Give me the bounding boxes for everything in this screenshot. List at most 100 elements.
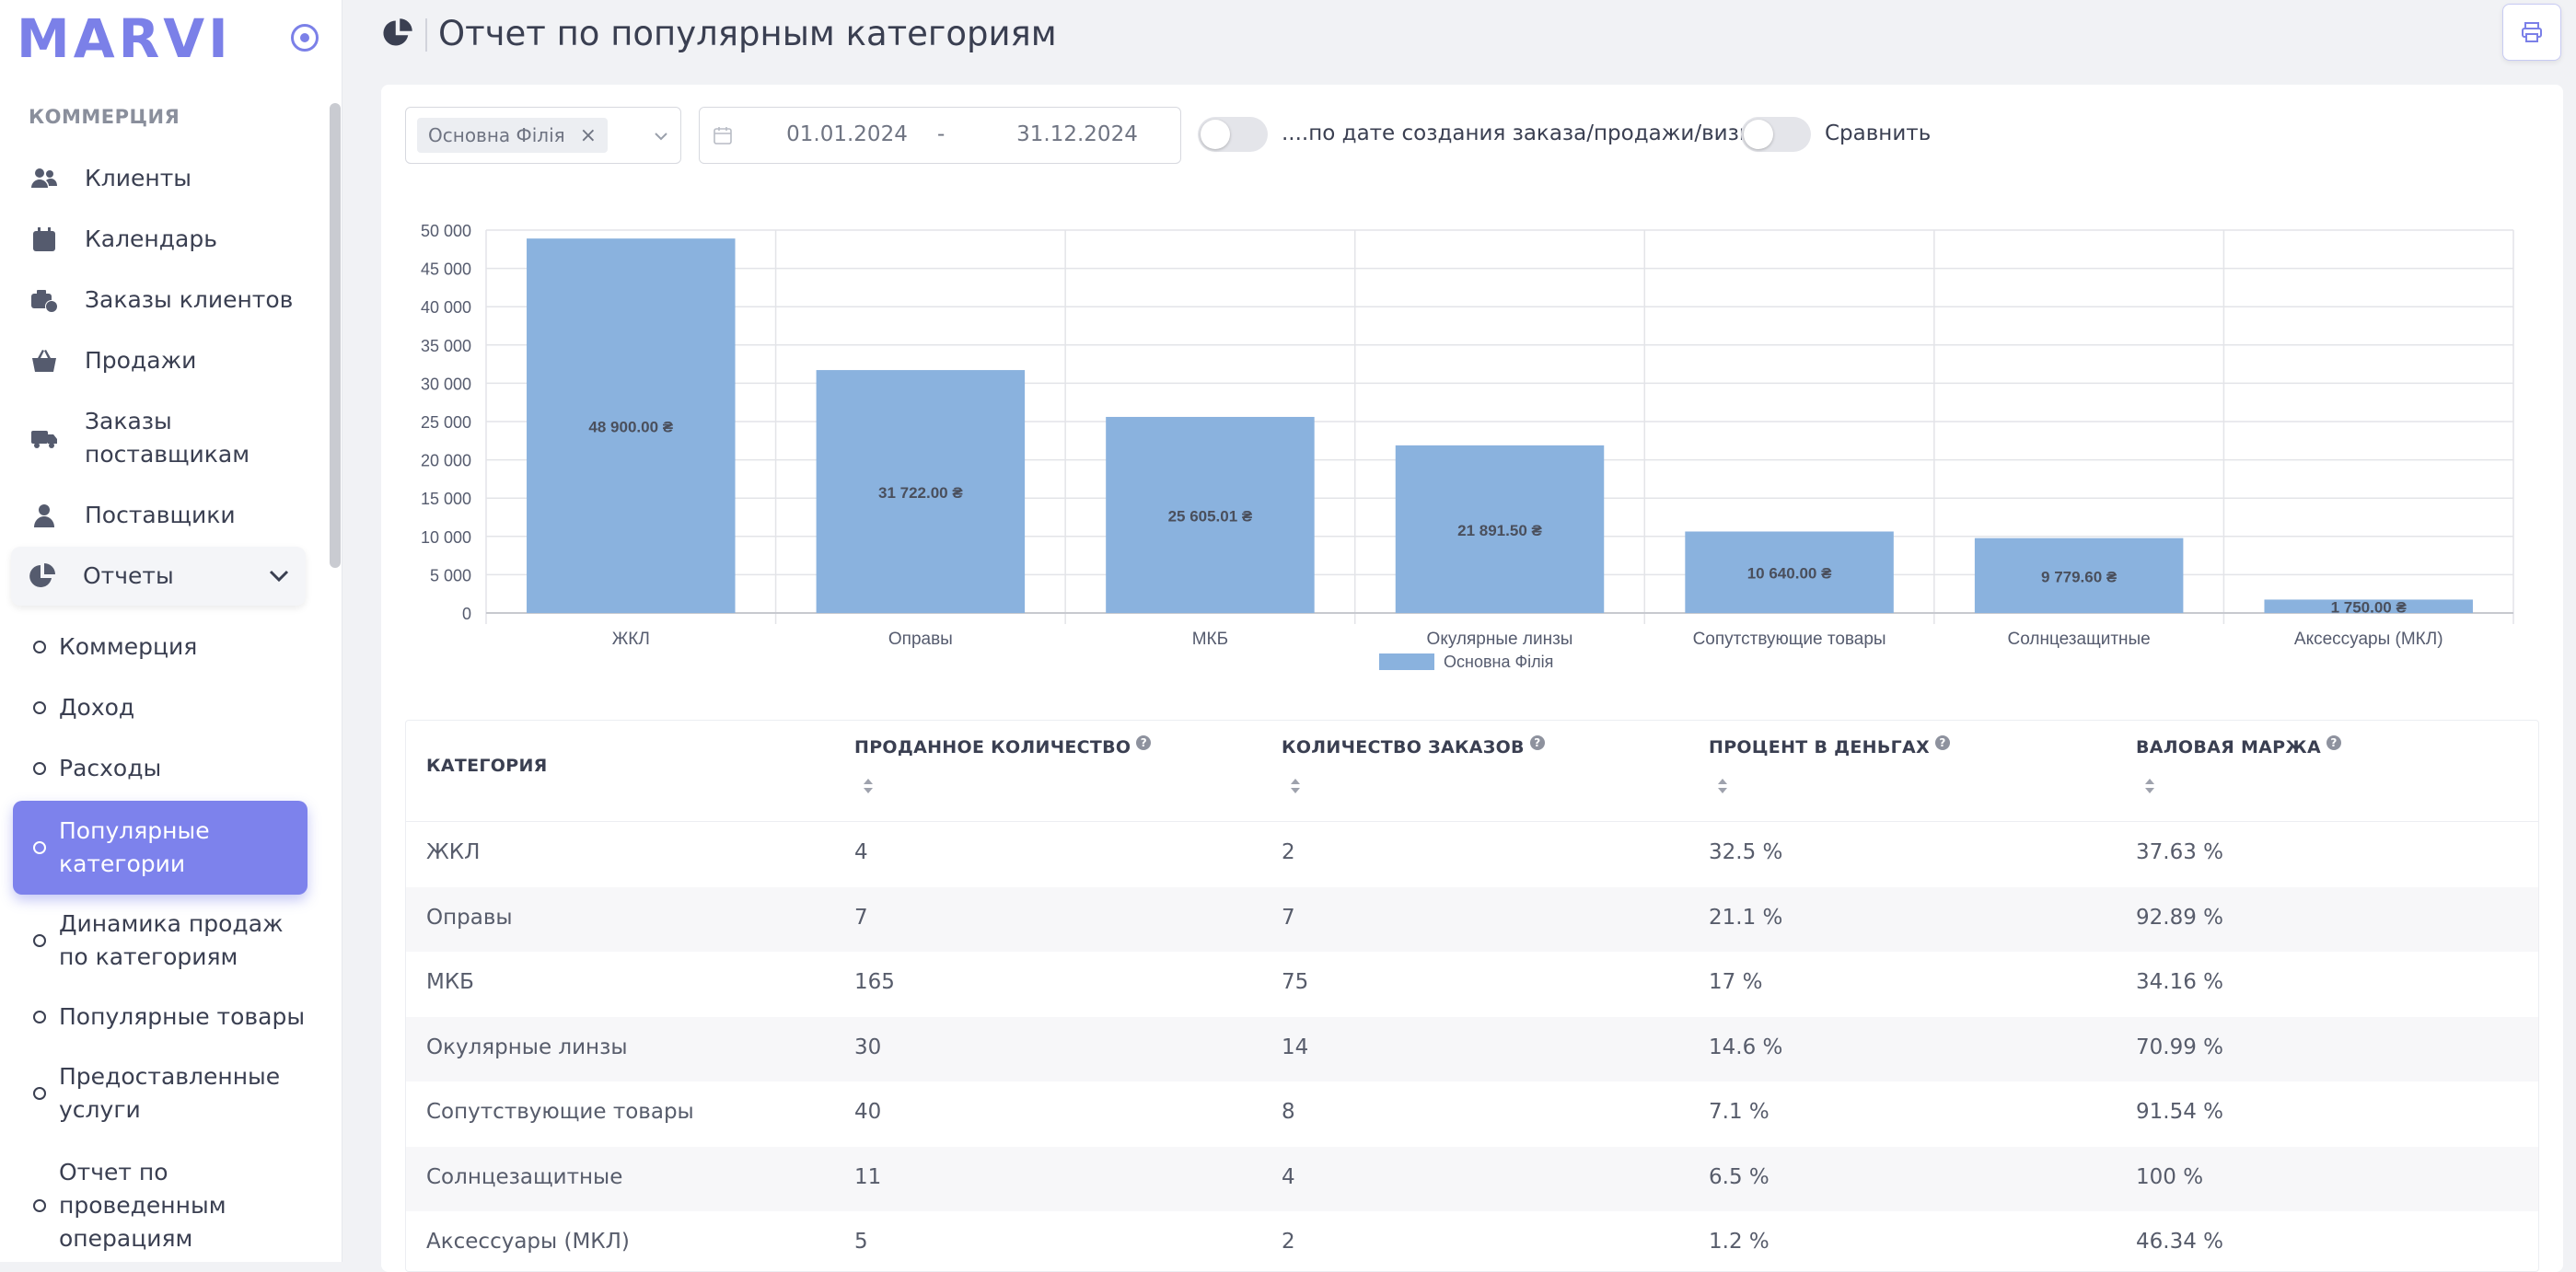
table-row: Солнцезащитные 11 4 6.5 % 100 %	[406, 1146, 2538, 1211]
sub-item-operations-report[interactable]: Отчет по проведенным операциям	[13, 1154, 307, 1257]
bar-data-label: 48 900.00 ₴	[588, 419, 673, 436]
table-cell: 8	[1282, 1100, 1295, 1124]
sub-item-commerce[interactable]: Коммерция	[13, 630, 307, 665]
close-icon[interactable]: ×	[579, 123, 598, 147]
table-cell: 4	[854, 840, 868, 864]
sidebar-item-client-orders[interactable]: Заказы клиентов	[13, 282, 307, 318]
sidebar-item-label: Отчеты	[83, 562, 174, 589]
sidebar-collapse-icon[interactable]	[291, 24, 319, 52]
sidebar-item-suppliers[interactable]: Поставщики	[13, 497, 307, 534]
bar-data-label: 25 605.01 ₴	[1168, 507, 1253, 525]
x-tick-label: ЖКЛ	[612, 630, 650, 649]
table-cell: 21.1 %	[1709, 905, 1783, 930]
sort-icon[interactable]	[1289, 774, 1302, 798]
sub-item-sales-dynamics[interactable]: Динамика продаж по категориям	[13, 906, 307, 976]
order-date-toggle-label: ....по дате создания заказа/продажи/визи…	[1282, 121, 1779, 145]
sidebar-item-sales[interactable]: Продажи	[13, 342, 307, 379]
bar	[1974, 538, 2184, 613]
sub-item-popular-categories[interactable]: Популярные категории	[13, 801, 307, 895]
table-cell: 165	[854, 970, 895, 994]
logo[interactable]: MARVI	[17, 7, 232, 70]
table-cell: 100 %	[2136, 1164, 2204, 1189]
help-icon[interactable]: ?	[1935, 735, 1951, 750]
bar	[1685, 531, 1894, 613]
circle-icon	[33, 1011, 46, 1023]
pie-chart-icon	[383, 18, 412, 46]
y-tick-label: 35 000	[421, 337, 471, 355]
print-button[interactable]	[2502, 4, 2561, 61]
sub-item-label: Доход	[59, 694, 135, 721]
compare-toggle[interactable]	[1741, 117, 1811, 152]
column-header-label: ПРОДАННОЕ КОЛИЧЕСТВО	[854, 737, 1131, 757]
sidebar-item-label: Клиенты	[85, 165, 192, 191]
sub-item-income[interactable]: Доход	[13, 690, 307, 725]
table-cell: 1.2 %	[1709, 1230, 1770, 1254]
y-tick-label: 25 000	[421, 413, 471, 432]
column-header[interactable]: ВАЛОВАЯ МАРЖА?	[2136, 735, 2341, 757]
date-to-input[interactable]: 31.12.2024	[1016, 122, 1138, 146]
logo-row: MARVI	[17, 11, 330, 66]
circle-icon	[33, 641, 46, 653]
sub-item-services[interactable]: Предоставленные услуги	[13, 1058, 307, 1128]
column-header[interactable]: ПРОЦЕНТ В ДЕНЬГАХ?	[1709, 735, 1951, 757]
bar-chart-svg: 0 5 000 10 000 15 000 20 000 25 000 30 000 35 0…	[421, 222, 2514, 671]
table-cell: 2	[1282, 840, 1295, 864]
table-cell: 46.34 %	[2136, 1230, 2224, 1254]
table-cell: МКБ	[426, 970, 474, 994]
bar-data-label: 31 722.00 ₴	[878, 484, 963, 502]
table-cell: 37.63 %	[2136, 840, 2224, 864]
toggle-knob	[1744, 120, 1773, 149]
x-tick-label: МКБ	[1192, 630, 1228, 649]
sort-icon[interactable]	[2143, 774, 2156, 798]
sort-icon[interactable]	[862, 774, 875, 798]
bar-chart: 0 5 000 10 000 15 000 20 000 25 000 30 000 35 0…	[405, 210, 2523, 698]
x-tick-label: Окулярные линзы	[1427, 630, 1573, 649]
date-from-input[interactable]: 01.01.2024	[786, 122, 908, 146]
sidebar-scrollbar[interactable]	[330, 103, 341, 568]
sub-item-label: Отчет по проведенным операциям	[59, 1159, 226, 1252]
toggle-knob	[1201, 120, 1230, 149]
calendar-icon	[714, 127, 732, 145]
table-cell: 11	[854, 1164, 882, 1189]
table-cell: 7	[1282, 905, 1295, 930]
sidebar-item-calendar[interactable]: Календарь	[13, 221, 307, 258]
table-row: Сопутствующие товары 40 8 7.1 % 91.54 %	[406, 1081, 2538, 1146]
help-icon[interactable]: ?	[1136, 735, 1152, 750]
column-header-label: КАТЕГОРИЯ	[426, 756, 548, 776]
sub-item-expenses[interactable]: Расходы	[13, 751, 307, 786]
bar-data-label: 9 779.60 ₴	[2041, 568, 2118, 585]
sort-icon[interactable]	[1716, 774, 1729, 798]
y-tick-label: 20 000	[421, 452, 471, 470]
x-tick-label: Сопутствующие товары	[1693, 630, 1886, 649]
table-cell: 17 %	[1709, 970, 1763, 994]
table-header: КАТЕГОРИЯ ПРОДАННОЕ КОЛИЧЕСТВО? КОЛИЧЕСТВО…	[406, 721, 2538, 822]
sidebar-item-reports[interactable]: Отчеты	[11, 547, 306, 606]
order-date-toggle[interactable]	[1198, 117, 1268, 152]
table-cell: 2	[1282, 1230, 1295, 1254]
circle-icon	[33, 762, 46, 775]
sidebar-item-label: Заказы поставщикам	[85, 408, 250, 468]
column-header[interactable]: КОЛИЧЕСТВО ЗАКАЗОВ?	[1282, 735, 1545, 757]
sidebar-section-title: КОММЕРЦИЯ	[29, 106, 180, 128]
column-header[interactable]: ПРОДАННОЕ КОЛИЧЕСТВО?	[854, 735, 1152, 757]
table-cell: 92.89 %	[2136, 905, 2224, 930]
x-tick-label: Солнцезащитные	[2008, 630, 2151, 649]
date-range-picker[interactable]: 01.01.2024 - 31.12.2024	[699, 107, 1181, 164]
circle-icon	[33, 1199, 46, 1212]
sidebar-item-supplier-orders[interactable]: Заказы поставщикам	[13, 403, 307, 473]
table-cell: ЖКЛ	[426, 840, 481, 864]
help-icon[interactable]: ?	[2326, 735, 2341, 750]
table-cell: Аксессуары (МКЛ)	[426, 1230, 630, 1254]
branch-chip: Основна Філія ×	[417, 118, 609, 153]
table-cell: 70.99 %	[2136, 1035, 2224, 1059]
sub-item-label: Динамика продаж по категориям	[59, 910, 284, 970]
pie-chart-icon	[24, 561, 61, 591]
bar	[816, 370, 1026, 613]
help-icon[interactable]: ?	[1529, 735, 1545, 750]
y-tick-label: 0	[462, 605, 471, 623]
sidebar-item-clients[interactable]: Клиенты	[13, 160, 307, 197]
branch-select[interactable]: Основна Філія ×	[405, 107, 681, 164]
printer-icon	[2522, 22, 2542, 42]
sub-item-popular-products[interactable]: Популярные товары	[13, 1000, 307, 1035]
y-tick-label: 45 000	[421, 260, 471, 279]
